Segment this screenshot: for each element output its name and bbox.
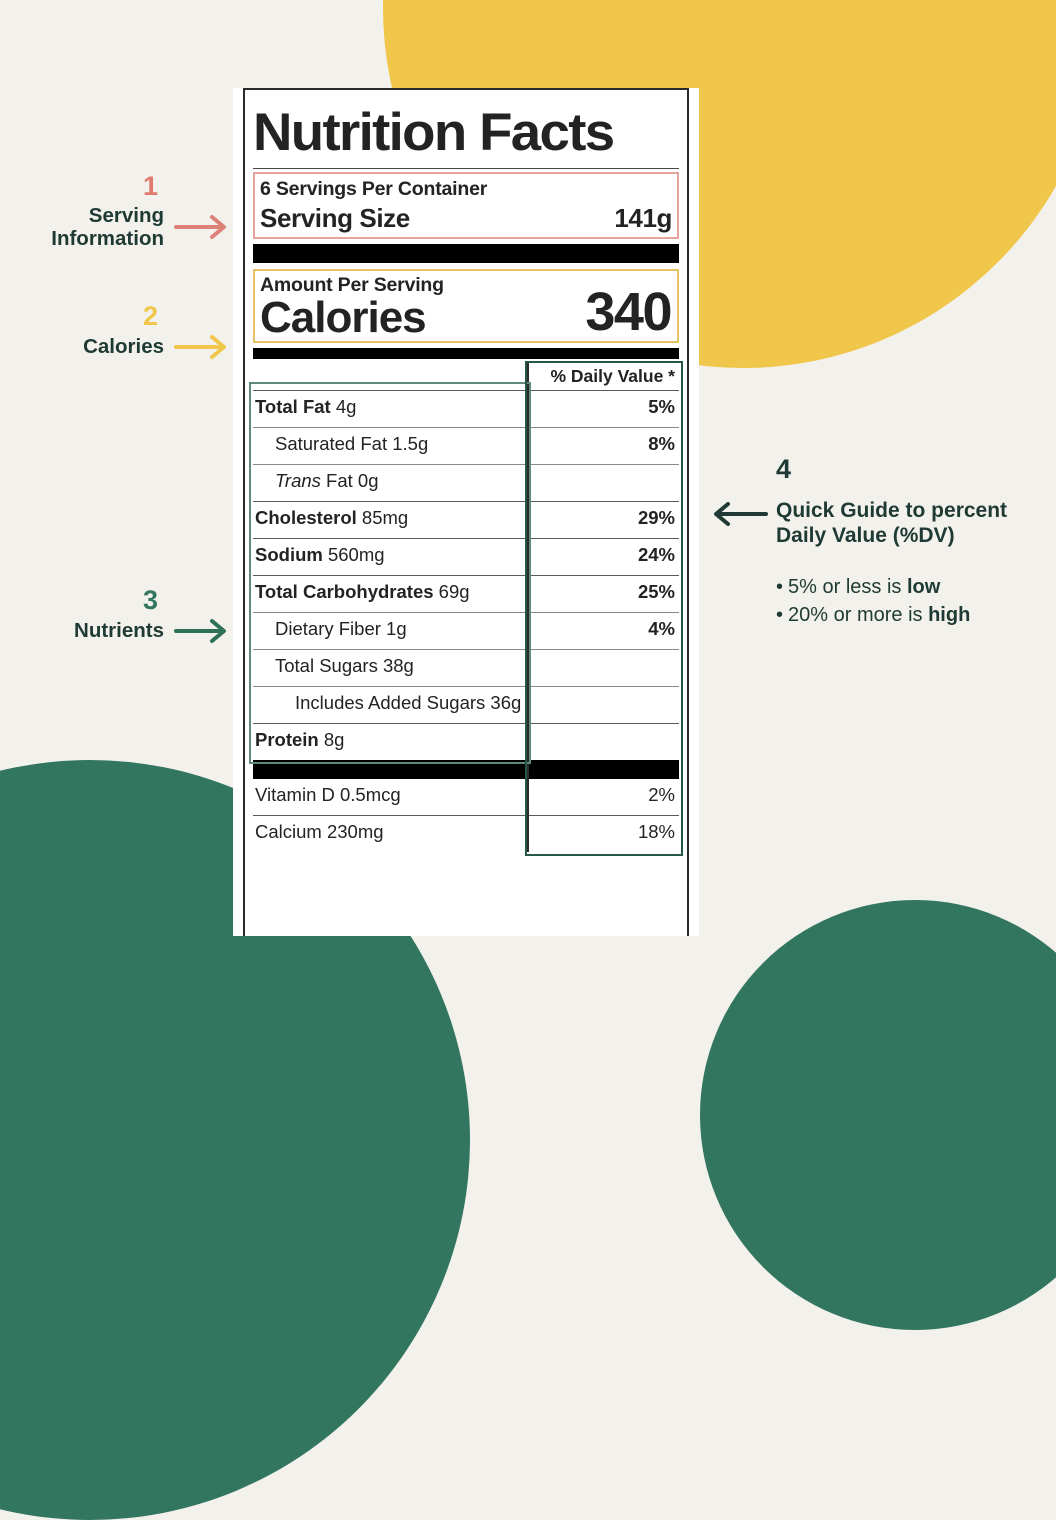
nutrient-dv: 5% (648, 395, 675, 417)
table-row: Protein 8g (253, 722, 679, 760)
annotation-serving-information: 1 Serving Information (0, 171, 232, 251)
annotation-quick-guide: 4 Quick Guide to percent Daily Value (%D… (706, 454, 1046, 630)
annotation-4-number: 4 (776, 454, 792, 484)
annotation-3-number: 3 (142, 585, 158, 615)
annotation-nutrients: 3 Nutrients (0, 585, 232, 644)
nutrition-facts-label: Nutrition Facts 6 Servings Per Container… (243, 88, 689, 936)
annotation-1-label-line2: Information (51, 227, 164, 251)
bullet-low-emphasis: low (906, 575, 941, 598)
nutrient-dv: 4% (648, 617, 675, 639)
background-circle-green-bottom-right (700, 900, 1056, 1330)
page-title: Nutrition Facts (253, 103, 615, 162)
vitamin-name: Calcium 230mg (255, 820, 384, 842)
calories-value: 340 (585, 281, 672, 342)
vitamins-divider-bar (253, 759, 679, 779)
nutrient-dv: 24% (637, 543, 675, 565)
vitamin-dv: 18% (637, 820, 675, 842)
nutrient-name-bold: Total Fat (255, 395, 331, 417)
table-row: Vitamin D 0.5mcg 2% (253, 779, 679, 815)
amount-per-serving-label: Amount Per Serving (260, 274, 444, 296)
bullet-item-high: • 20% or more is high (776, 601, 1046, 629)
thick-divider-bar (253, 244, 679, 263)
table-row: Calcium 230mg 18% (253, 814, 679, 852)
serving-size-value: 141g (614, 203, 672, 233)
annotation-2-number: 2 (142, 301, 158, 331)
nutrient-name-bold: Sodium (255, 543, 323, 565)
table-row: Includes Added Sugars 36g (253, 685, 679, 723)
annotation-2-label-line1: Calories (83, 334, 164, 358)
vitamin-name: Vitamin D 0.5mcg (255, 783, 401, 805)
nutrient-amount: Fat 0g (320, 469, 379, 491)
nutrient-amount: Total Sugars 38g (275, 654, 414, 676)
nutrient-amount: 85mg (356, 506, 409, 528)
nutrient-name-bold: Protein (255, 728, 319, 750)
nutrient-amount: Includes Added Sugars 36g (295, 691, 522, 713)
daily-value-column-divider (527, 362, 529, 852)
title-divider (253, 168, 679, 169)
nutrient-amount: Dietary Fiber 1g (275, 617, 407, 639)
servings-per-container: 6 Servings Per Container (260, 178, 488, 200)
table-row: Trans Fat 0g (253, 463, 679, 501)
nutrient-name-bold: Cholesterol (255, 506, 357, 528)
nutrient-amount: 8g (318, 728, 345, 750)
nutrient-name-italic: Trans (275, 469, 321, 491)
vitamin-dv: 2% (648, 783, 675, 805)
annotation-4-title-line2: Daily Value (%DV) (776, 524, 955, 548)
bullet-item-low: • 5% or less is low (776, 573, 1046, 601)
calories-label: Calories (260, 293, 427, 342)
daily-value-header: % Daily Value * (550, 365, 675, 386)
table-row: Total Carbohydrates 69g 25% (253, 574, 679, 612)
arrow-right-icon (174, 334, 226, 359)
bullet-high-text: 20% or more is (788, 604, 929, 627)
nutrient-amount: 560mg (322, 543, 385, 565)
medium-divider-bar (253, 347, 679, 359)
table-row: Dietary Fiber 1g 4% (253, 611, 679, 649)
nutrient-dv: 29% (637, 506, 675, 528)
serving-information-box: 6 Servings Per Container Serving Size 14… (253, 172, 679, 239)
bullet-dot-icon: • (776, 604, 784, 627)
table-row: Saturated Fat 1.5g 8% (253, 426, 679, 464)
arrow-left-icon (714, 501, 768, 526)
nutrient-amount: Saturated Fat 1.5g (275, 432, 429, 454)
serving-size-label: Serving Size (260, 203, 410, 233)
arrow-right-icon (174, 215, 226, 240)
annotation-calories: 2 Calories (0, 301, 232, 360)
bullet-dot-icon: • (776, 575, 784, 598)
bullet-low-text: 5% or less is (788, 575, 907, 598)
nutrient-amount: 69g (433, 580, 470, 602)
table-row: Sodium 560mg 24% (253, 537, 679, 575)
nutrient-name-bold: Total Carbohydrates (255, 580, 434, 602)
annotation-1-label-line1: Serving (88, 203, 164, 227)
nutrients-table: % Daily Value * Total Fat 4g 5% Saturate… (249, 360, 683, 856)
nutrition-facts-label-card: Nutrition Facts 6 Servings Per Container… (233, 88, 699, 936)
calories-box: Amount Per Serving Calories 340 (253, 269, 679, 343)
bullet-high-emphasis: high (928, 604, 971, 627)
annotation-3-label-line1: Nutrients (74, 618, 164, 642)
nutrient-amount: 4g (330, 395, 357, 417)
nutrient-dv: 25% (637, 580, 675, 602)
annotation-4-bullet-list: • 5% or less is low • 20% or more is high (776, 573, 1046, 630)
table-row: Total Fat 4g 5% (253, 389, 679, 427)
annotation-1-number: 1 (142, 171, 158, 201)
annotation-4-title-line1: Quick Guide to percent (776, 498, 1008, 522)
nutrient-dv: 8% (648, 432, 675, 454)
arrow-right-icon (174, 618, 226, 643)
table-row: Cholesterol 85mg 29% (253, 500, 679, 538)
table-row: Total Sugars 38g (253, 648, 679, 686)
